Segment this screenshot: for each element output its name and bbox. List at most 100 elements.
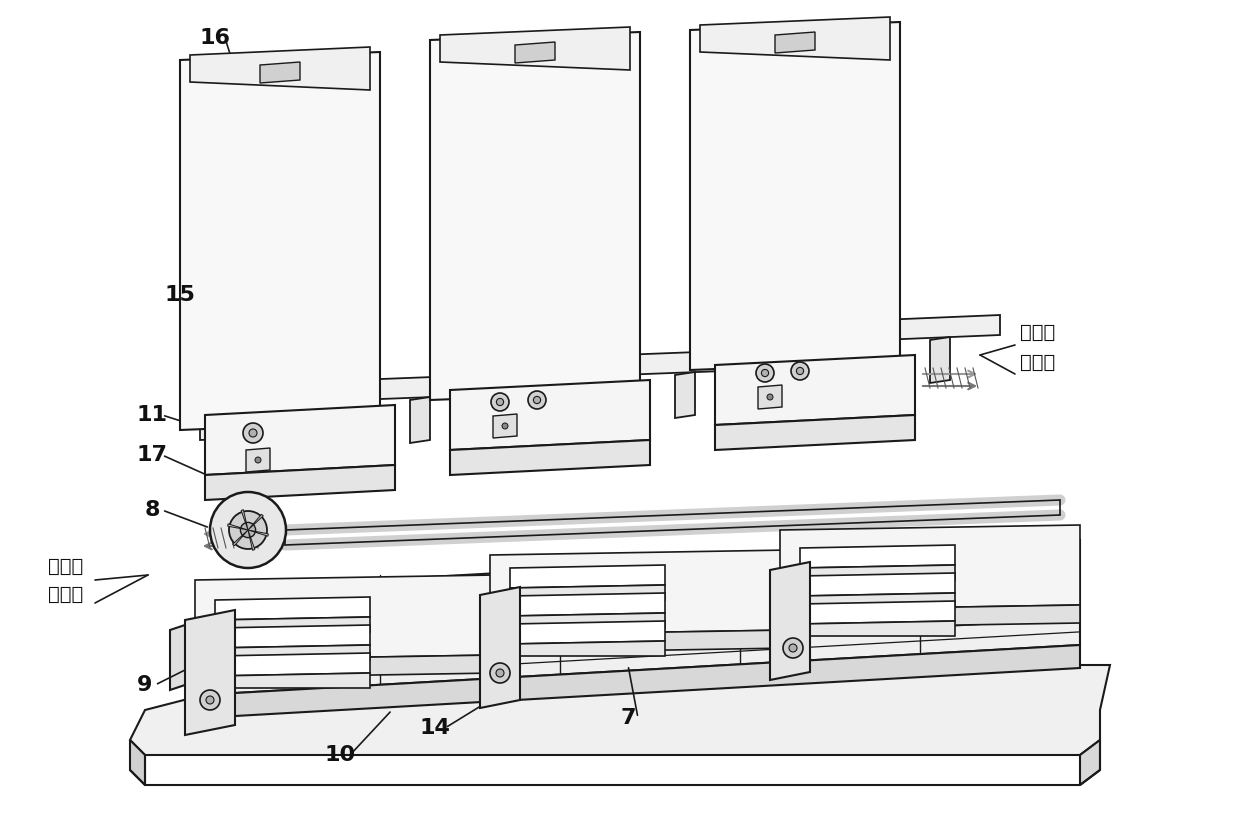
Circle shape	[496, 398, 503, 406]
Polygon shape	[215, 617, 370, 632]
Polygon shape	[515, 42, 556, 63]
Text: 8: 8	[144, 500, 160, 520]
Polygon shape	[195, 655, 495, 678]
Polygon shape	[775, 32, 815, 53]
Circle shape	[533, 397, 541, 403]
Text: 排风口: 排风口	[1021, 323, 1055, 342]
Polygon shape	[510, 641, 665, 656]
Polygon shape	[215, 653, 370, 676]
Circle shape	[782, 638, 804, 658]
Polygon shape	[800, 601, 955, 624]
Text: 进水口: 进水口	[48, 585, 83, 604]
Polygon shape	[510, 593, 665, 616]
Polygon shape	[215, 673, 370, 688]
FancyArrowPatch shape	[205, 542, 257, 549]
Polygon shape	[228, 523, 248, 530]
Polygon shape	[440, 27, 630, 70]
Polygon shape	[510, 565, 665, 588]
Polygon shape	[490, 630, 790, 653]
Polygon shape	[480, 587, 520, 708]
Polygon shape	[715, 355, 915, 425]
Polygon shape	[130, 740, 145, 785]
Polygon shape	[715, 415, 915, 450]
Circle shape	[490, 663, 510, 683]
Circle shape	[496, 669, 503, 677]
Text: 16: 16	[200, 28, 231, 48]
Polygon shape	[233, 530, 248, 546]
Polygon shape	[701, 17, 890, 60]
Polygon shape	[248, 530, 268, 536]
Circle shape	[229, 511, 267, 549]
Polygon shape	[780, 525, 1080, 610]
Polygon shape	[1080, 740, 1100, 785]
Polygon shape	[195, 640, 224, 720]
Polygon shape	[355, 375, 485, 400]
Polygon shape	[450, 440, 650, 475]
Polygon shape	[260, 62, 300, 83]
Polygon shape	[185, 610, 236, 735]
Circle shape	[255, 457, 260, 463]
Polygon shape	[689, 22, 900, 370]
FancyArrowPatch shape	[205, 531, 257, 537]
Circle shape	[789, 644, 797, 652]
Polygon shape	[780, 605, 1080, 628]
Polygon shape	[215, 597, 370, 620]
Text: 11: 11	[136, 405, 167, 425]
Polygon shape	[180, 52, 379, 430]
Polygon shape	[800, 545, 955, 568]
Polygon shape	[494, 414, 517, 438]
Polygon shape	[430, 32, 640, 400]
Polygon shape	[205, 405, 396, 475]
Circle shape	[528, 391, 546, 409]
Polygon shape	[800, 593, 955, 608]
Text: 15: 15	[165, 285, 196, 305]
Text: 进风口: 进风口	[48, 557, 83, 576]
Polygon shape	[410, 397, 430, 443]
FancyArrowPatch shape	[923, 383, 975, 389]
Polygon shape	[770, 562, 810, 680]
Circle shape	[761, 370, 769, 377]
Circle shape	[241, 523, 255, 537]
Circle shape	[243, 423, 263, 443]
FancyArrowPatch shape	[923, 370, 975, 377]
Text: 14: 14	[419, 718, 450, 738]
Text: 排水口: 排水口	[1021, 353, 1055, 372]
Text: 10: 10	[325, 745, 356, 765]
Polygon shape	[880, 315, 999, 340]
Polygon shape	[190, 47, 370, 90]
Polygon shape	[800, 621, 955, 636]
Text: 17: 17	[136, 445, 167, 465]
Polygon shape	[200, 415, 320, 440]
Polygon shape	[510, 585, 665, 600]
Polygon shape	[930, 337, 950, 383]
Circle shape	[491, 393, 508, 411]
Polygon shape	[195, 575, 495, 660]
Polygon shape	[510, 613, 665, 628]
Polygon shape	[170, 620, 200, 690]
Circle shape	[791, 362, 808, 380]
Polygon shape	[490, 550, 790, 635]
Circle shape	[768, 394, 773, 400]
Polygon shape	[800, 573, 955, 596]
Polygon shape	[248, 514, 263, 530]
Circle shape	[200, 690, 219, 710]
Polygon shape	[758, 385, 782, 409]
Polygon shape	[200, 540, 1080, 695]
Polygon shape	[800, 565, 955, 580]
Polygon shape	[215, 625, 370, 648]
Circle shape	[206, 696, 215, 704]
Polygon shape	[450, 380, 650, 450]
Polygon shape	[246, 448, 270, 472]
Polygon shape	[215, 645, 370, 660]
Polygon shape	[205, 465, 396, 500]
Polygon shape	[675, 372, 694, 418]
Text: 9: 9	[138, 675, 153, 695]
Text: 7: 7	[620, 708, 636, 728]
Circle shape	[756, 364, 774, 382]
Polygon shape	[620, 350, 750, 375]
Polygon shape	[200, 645, 1080, 718]
Polygon shape	[248, 530, 255, 551]
Polygon shape	[241, 509, 248, 530]
Circle shape	[502, 423, 508, 429]
Polygon shape	[510, 621, 665, 644]
